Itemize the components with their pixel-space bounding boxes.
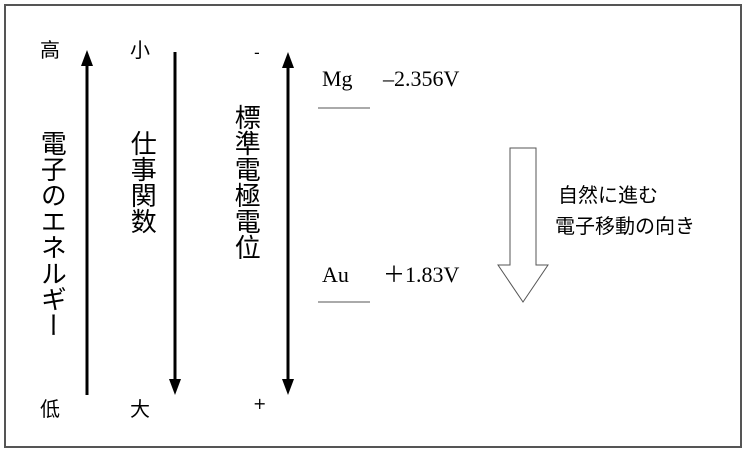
au-element-label: Au — [322, 262, 349, 287]
potential-axis-arrow — [282, 52, 294, 395]
diagram-frame — [4, 4, 742, 448]
mg-element-label: Mg — [322, 66, 353, 91]
potential-axis-title: 標準電極電位 — [230, 104, 261, 260]
work-function-axis-title: 仕事関数 — [126, 130, 157, 234]
energy-axis-arrow — [81, 50, 93, 395]
caption-line-2: 電子移動の向き — [555, 214, 695, 238]
energy-axis-title: 電子のエネルギー — [36, 130, 67, 338]
work-function-axis-arrow — [169, 52, 181, 395]
work-function-small-label: 小 — [130, 38, 150, 62]
electron-flow-arrow — [497, 147, 549, 303]
caption-line-1: 自然に進む — [558, 183, 658, 207]
mg-potential-value: –2.356V — [383, 66, 460, 91]
energy-high-label: 高 — [40, 38, 60, 62]
potential-plus-label: + — [253, 394, 267, 413]
electron-flow-caption: 自然に進む 電子移動の向き — [555, 180, 695, 242]
energy-low-label: 低 — [40, 397, 60, 421]
au-potential-value: ＋1.83V — [383, 262, 460, 287]
work-function-large-label: 大 — [130, 397, 150, 421]
potential-minus-label: - — [254, 43, 260, 62]
